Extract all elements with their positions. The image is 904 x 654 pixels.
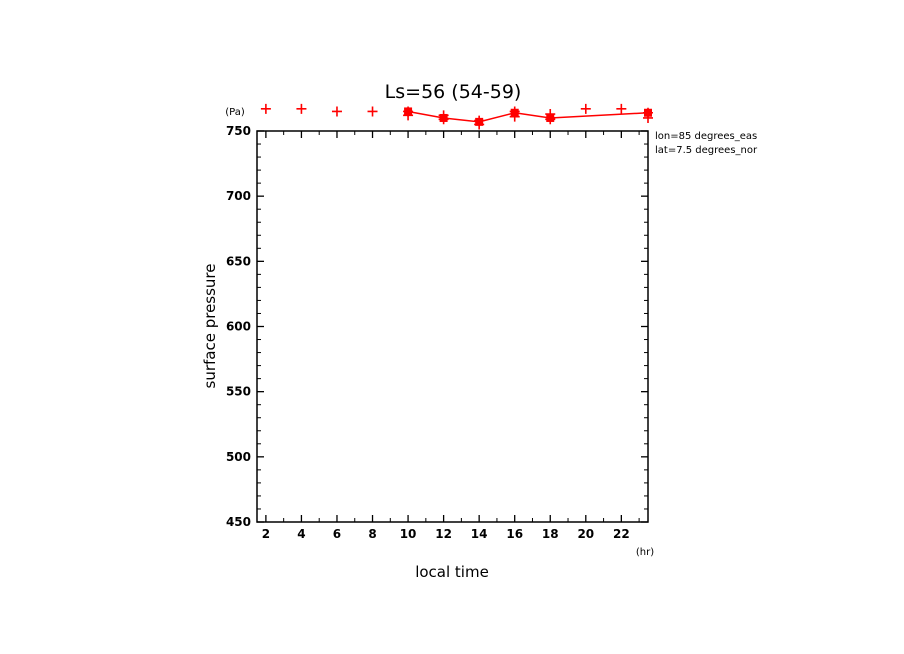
y-tick-label: 500 [226,450,251,464]
x-tick-label: 16 [506,527,523,541]
plus-marker [403,110,414,121]
y-tick-label: 650 [226,254,251,268]
y-tick-label: 750 [226,124,251,138]
y-tick-label: 450 [226,515,251,529]
data-layer [260,103,653,130]
x-tick-label: 4 [297,527,305,541]
chart-title: Ls=56 (54-59) [385,81,522,103]
plus-marker [260,103,271,114]
y-axis-label: surface pressure [201,264,219,389]
plus-marker [367,106,378,117]
x-tick-label: 8 [368,527,376,541]
axes: 450 500 550 600 650 700 750 2 4 6 8 10 12 14 16 18 20 22 [226,124,648,541]
x-tick-label: 22 [613,527,630,541]
x-tick-label: 10 [400,527,417,541]
x-tick-label: 6 [333,527,341,541]
y-unit-label: (Pa) [225,107,245,118]
y-tick-label: 600 [226,320,251,334]
x-tick-label: 14 [471,527,488,541]
plus-marker [438,114,449,125]
x-tick-label: 2 [262,527,270,541]
plus-marker [331,106,342,117]
plus-marker [509,111,520,122]
y-tick-label: 700 [226,189,251,203]
x-tick-label: 20 [577,527,594,541]
plus-marker [296,103,307,114]
plus-marker [643,112,653,123]
x-tick-label: 12 [435,527,452,541]
plus-marker [616,103,627,114]
annotation-lat: lat=7.5 degrees_nor [655,145,758,156]
x-unit-label: (hr) [636,547,654,558]
annotation-lon: lon=85 degrees_eas [655,131,757,142]
plus-marker [580,103,591,114]
series-line [407,110,649,123]
plot-frame [256,130,649,523]
x-tick-label: 18 [542,527,559,541]
x-axis-label: local time [415,563,489,581]
plus-marker [474,119,485,130]
plus-marker [545,114,556,125]
y-tick-label: 550 [226,385,251,399]
